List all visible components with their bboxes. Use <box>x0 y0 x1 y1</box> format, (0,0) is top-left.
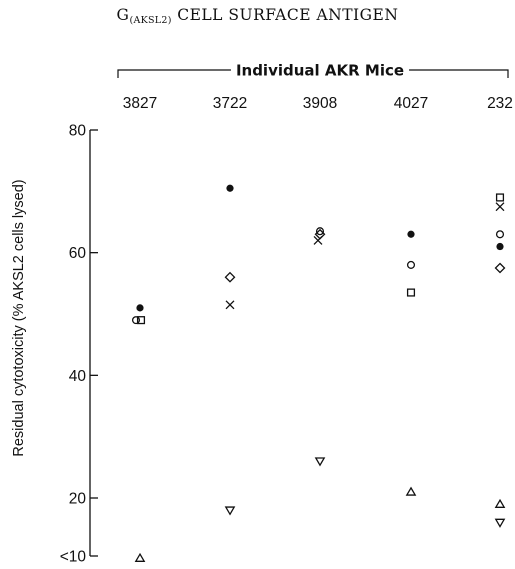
marker-open-diamond <box>224 271 236 283</box>
marker-open-square <box>495 193 505 202</box>
title-rest: CELL SURFACE ANTIGEN <box>171 6 399 24</box>
marker-open-square <box>136 316 146 325</box>
group-bracket: Individual AKR Mice <box>117 62 509 80</box>
series-filled-circle <box>136 184 504 312</box>
series-open-square <box>136 193 505 325</box>
marker-triangle-up <box>134 552 146 562</box>
marker-cross <box>225 300 235 310</box>
category-label-232: 232 <box>487 95 513 112</box>
marker-open-diamond <box>494 262 506 274</box>
marker-triangle-down <box>224 506 236 516</box>
marker-triangle-down <box>494 518 506 528</box>
marker-triangle-up <box>494 498 506 508</box>
data-points <box>131 184 506 562</box>
y-tick-label: 40 <box>69 368 87 385</box>
group-label: Individual AKR Mice <box>236 62 404 80</box>
marker-triangle-down <box>314 457 326 467</box>
y-tick-label: 60 <box>69 245 87 262</box>
category-label-3908: 3908 <box>303 95 337 112</box>
marker-triangle-up <box>405 486 417 496</box>
y-tick-label: <10 <box>60 549 87 566</box>
title-subscript: (AKSL2) <box>129 15 172 26</box>
marker-filled-circle <box>226 184 234 192</box>
chart-title: G(AKSL2) CELL SURFACE ANTIGEN <box>0 6 515 26</box>
marker-open-circle <box>495 230 505 239</box>
marker-open-diamond <box>314 228 326 240</box>
series-cross <box>225 202 505 310</box>
title-main: G <box>116 6 130 24</box>
series-triangle-down <box>224 457 506 528</box>
y-axis-label: Residual cytotoxicity (% AKSL2 cells lys… <box>11 179 27 456</box>
group-bracket-right <box>409 69 509 78</box>
marker-cross <box>495 202 505 212</box>
series-open-circle <box>131 227 505 325</box>
y-tick-label: 80 <box>69 123 87 140</box>
category-label-3722: 3722 <box>213 95 247 112</box>
category-labels: 3827 3722 3908 4027 232 <box>123 95 513 112</box>
marker-filled-circle <box>407 230 415 238</box>
series-open-diamond <box>224 228 506 283</box>
category-label-4027: 4027 <box>394 95 428 112</box>
marker-filled-circle <box>496 242 504 251</box>
marker-open-square <box>406 288 416 297</box>
marker-open-circle <box>131 316 141 325</box>
series-triangle-up <box>134 486 506 562</box>
marker-filled-circle <box>136 304 144 312</box>
marker-open-circle <box>315 227 325 236</box>
y-axis: <10 20 40 60 80 <box>60 123 98 566</box>
y-tick-label: 20 <box>69 491 87 508</box>
category-label-3827: 3827 <box>123 95 157 112</box>
marker-open-circle <box>406 260 416 269</box>
group-bracket-left <box>117 69 231 78</box>
